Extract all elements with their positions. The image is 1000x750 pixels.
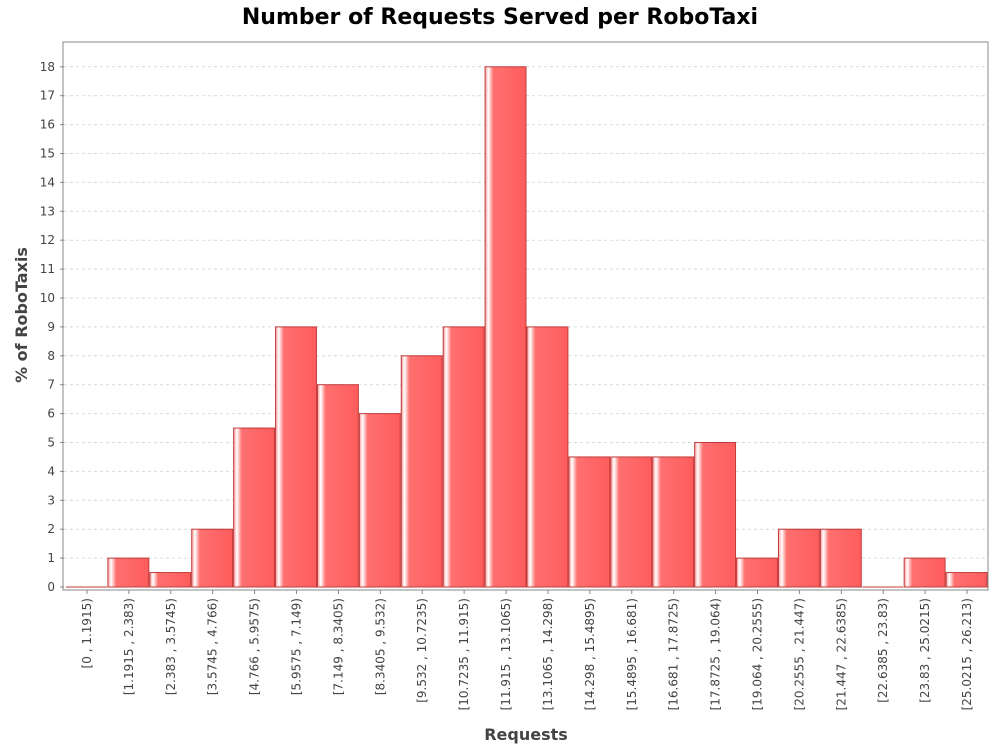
- histogram-bar: [819, 528, 862, 588]
- y-tick-label: 5: [47, 436, 55, 450]
- x-tick-label: [15.4895 , 16.681): [625, 598, 639, 710]
- y-tick-label: 8: [47, 349, 55, 363]
- histogram-bar: [149, 572, 192, 588]
- histogram-bar: [652, 456, 695, 588]
- y-tick-label: 0: [47, 580, 55, 594]
- x-tick-label: [7.149 , 8.3405): [331, 598, 345, 695]
- y-tick-label: 4: [47, 464, 55, 478]
- x-tick-label: [10.7235 , 11.915): [457, 598, 471, 710]
- y-tick-label: 11: [40, 262, 55, 276]
- x-axis-ticks: [0 , 1.1915) [1.1915 , 2.383) [2.383 , 3.5…: [80, 590, 974, 710]
- x-tick-label: [21.447 , 22.6385): [834, 598, 848, 710]
- histogram-bar: [191, 528, 234, 588]
- histogram-bar: [400, 355, 443, 588]
- y-axis-label: % of RoboTaxis: [12, 247, 31, 383]
- grid-lines: [64, 66, 987, 559]
- histogram-bar: [316, 384, 359, 588]
- x-tick-label: [8.3405 , 9.532): [373, 598, 387, 695]
- x-tick-label: [22.6385 , 23.83): [876, 598, 890, 703]
- x-tick-label: [25.0215 , 26.213): [960, 598, 974, 710]
- histogram-bar: [694, 442, 737, 588]
- histogram-bar: [777, 528, 820, 588]
- y-tick-label: 12: [40, 233, 55, 247]
- histogram-bar: [903, 557, 946, 588]
- y-tick-label: 6: [47, 407, 55, 421]
- histogram-bar: [358, 413, 401, 588]
- chart-title: Number of Requests Served per RoboTaxi: [242, 5, 758, 30]
- x-tick-label: [17.8725 , 19.064): [709, 598, 723, 710]
- y-tick-label: 9: [47, 320, 55, 334]
- y-tick-label: 1: [47, 551, 55, 565]
- x-tick-label: [13.1065 , 14.298): [541, 598, 555, 710]
- y-tick-label: 16: [40, 118, 55, 132]
- plot-frame: [62, 41, 989, 591]
- y-tick-label: 3: [47, 493, 55, 507]
- histogram-bar: [526, 326, 569, 588]
- histogram-bar: [945, 572, 988, 588]
- x-tick-label: [1.1915 , 2.383): [122, 598, 136, 695]
- histogram-bar: [610, 456, 653, 588]
- x-tick-label: [19.064 , 20.2555): [751, 598, 765, 710]
- x-tick-label: [4.766 , 5.9575): [248, 598, 262, 695]
- histogram-bar: [275, 326, 317, 588]
- y-tick-label: 2: [47, 522, 55, 536]
- histogram-bar: [568, 456, 611, 588]
- bars: [66, 66, 988, 588]
- histogram-bar: [736, 557, 778, 588]
- x-tick-label: [11.915 , 13.1065): [499, 598, 513, 710]
- y-tick-label: 13: [40, 204, 55, 218]
- x-tick-label: [9.532 , 10.7235): [415, 598, 429, 703]
- y-tick-label: 7: [47, 378, 55, 392]
- x-tick-label: [20.2555 , 21.447): [792, 598, 806, 710]
- y-tick-label: 18: [40, 60, 55, 74]
- histogram-bar: [107, 557, 150, 588]
- y-tick-label: 17: [40, 89, 55, 103]
- x-tick-label: [16.681 , 17.8725): [667, 598, 681, 710]
- y-tick-label: 15: [40, 147, 55, 161]
- x-tick-label: [14.298 , 15.4895): [583, 598, 597, 710]
- x-tick-label: [23.83 , 25.0215): [918, 598, 932, 703]
- x-tick-label: [3.5745 , 4.766): [206, 598, 220, 695]
- y-tick-label: 14: [40, 175, 55, 189]
- histogram-bar: [442, 326, 485, 588]
- x-axis-label: Requests: [484, 725, 568, 744]
- x-tick-label: [2.383 , 3.5745): [164, 598, 178, 695]
- y-tick-label: 10: [40, 291, 55, 305]
- histogram-bar: [484, 66, 527, 588]
- x-tick-label: [5.9575 , 7.149): [290, 598, 304, 695]
- x-tick-label: [0 , 1.1915): [80, 598, 94, 668]
- histogram-bar: [233, 427, 276, 588]
